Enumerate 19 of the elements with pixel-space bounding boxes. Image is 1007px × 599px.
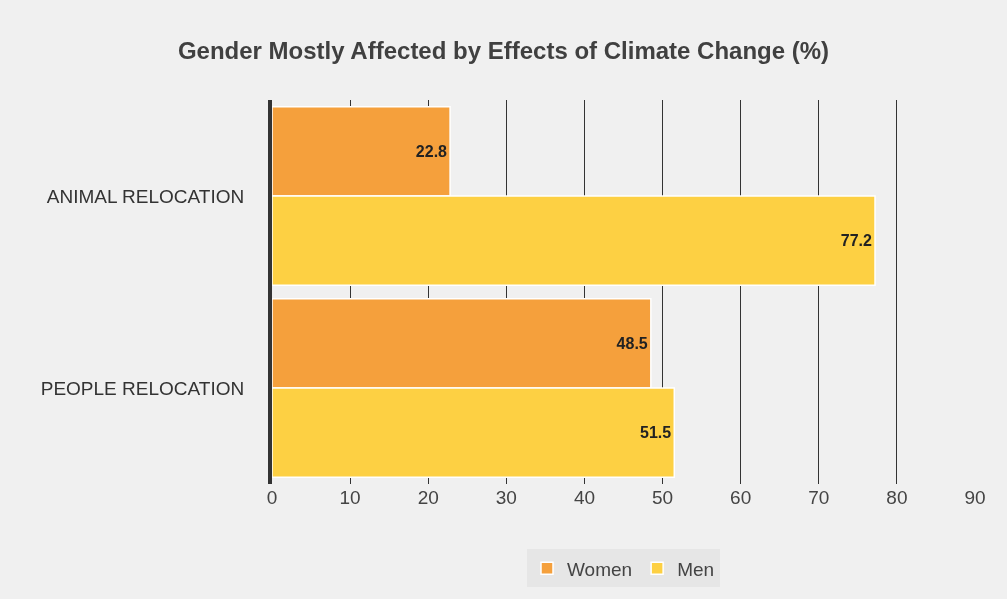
- x-tick-label: 70: [808, 487, 830, 508]
- x-tick-label: 20: [417, 487, 439, 508]
- data-label: 48.5: [616, 334, 648, 352]
- data-label: 22.8: [415, 142, 448, 160]
- x-tick-label: 10: [339, 487, 361, 508]
- data-label: 51.5: [640, 424, 672, 442]
- y-tick-label: ANIMAL RELOCATION: [46, 185, 245, 207]
- x-tick-label: 80: [886, 487, 908, 508]
- chart-title: Gender Mostly Affected by Effects of Climate Change (%): [177, 36, 830, 64]
- x-tick-label: 60: [730, 487, 752, 508]
- x-tick-label: 90: [964, 487, 986, 508]
- x-tick-label: 0: [266, 487, 278, 508]
- y-tick-label: PEOPLE RELOCATION: [40, 377, 245, 399]
- legend-label: Women: [567, 558, 633, 580]
- x-tick-label: 40: [573, 487, 596, 508]
- x-tick-label: 50: [651, 487, 674, 508]
- data-label: 77.2: [840, 232, 873, 250]
- legend-label: Men: [677, 558, 715, 580]
- x-tick-label: 30: [495, 487, 517, 508]
